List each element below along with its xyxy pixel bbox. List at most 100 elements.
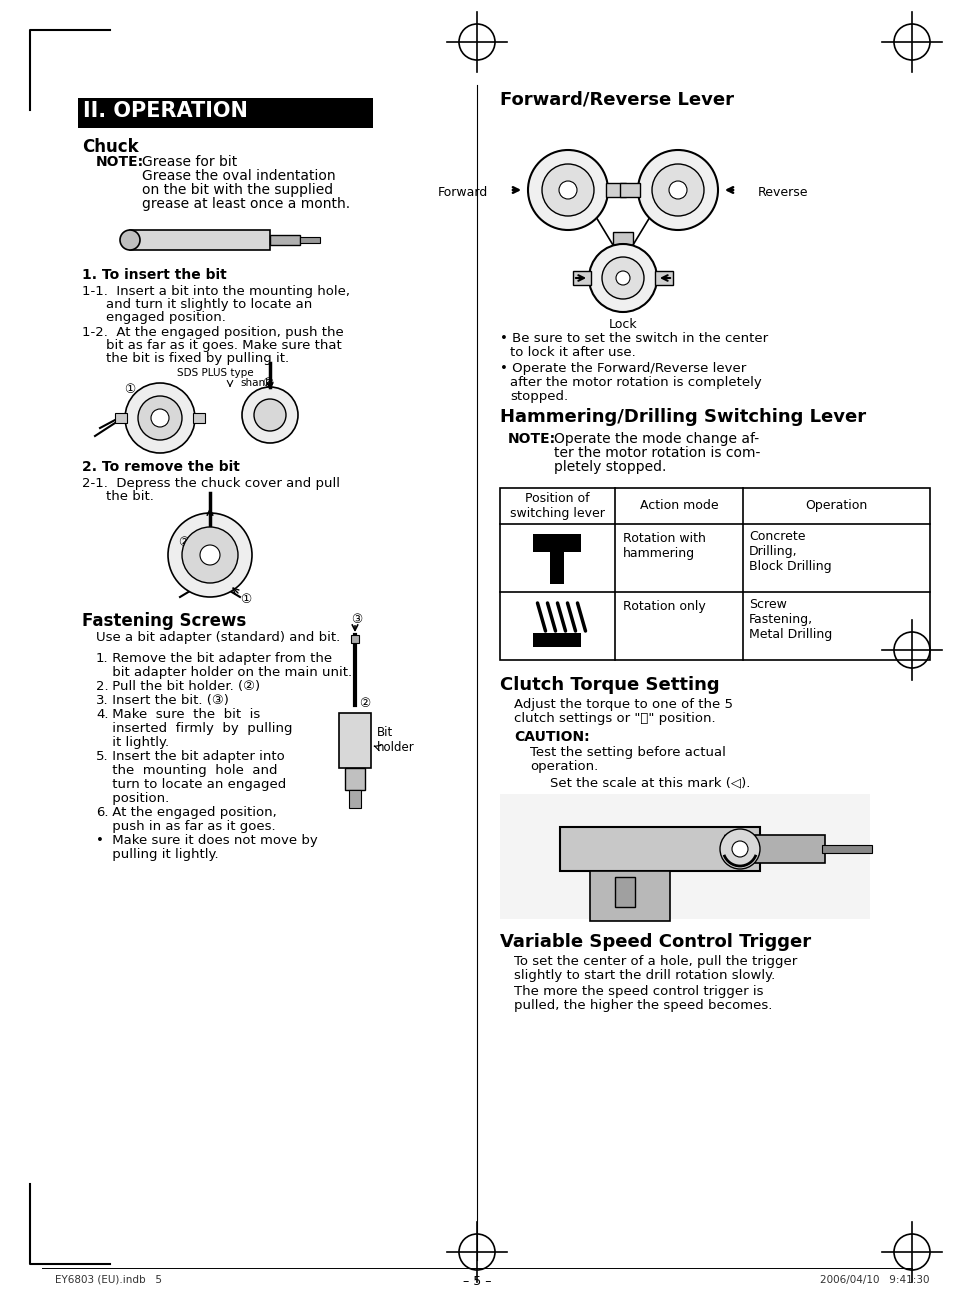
Bar [351,635,358,643]
Text: To set the center of a hole, pull the trigger: To set the center of a hole, pull the tr… [514,955,797,968]
Circle shape [558,181,577,199]
Text: II. OPERATION: II. OPERATION [83,101,248,122]
Text: ②: ② [178,537,189,550]
Text: grease at least once a month.: grease at least once a month. [142,197,350,211]
Text: 2006/04/10   9:41:30: 2006/04/10 9:41:30 [820,1275,928,1285]
Bar [573,270,590,285]
Text: 5.: 5. [96,751,109,763]
Text: pulling it lightly.: pulling it lightly. [108,848,218,861]
Circle shape [588,245,657,312]
Text: 4.: 4. [96,708,109,721]
Text: Bit
holder: Bit holder [376,726,415,754]
Text: it lightly.: it lightly. [108,736,169,749]
Text: 1-2.  At the engaged position, push the: 1-2. At the engaged position, push the [82,326,343,339]
Text: Action mode: Action mode [639,499,718,512]
Bar [299,237,319,243]
Text: NOTE:: NOTE: [507,432,556,446]
Bar [754,835,824,863]
Circle shape [138,396,182,440]
Bar [130,230,270,250]
Text: operation.: operation. [530,760,598,773]
Text: 1-1.  Insert a bit into the mounting hole,: 1-1. Insert a bit into the mounting hole… [82,285,350,298]
Text: Make sure it does not move by: Make sure it does not move by [108,835,317,848]
Circle shape [253,399,286,431]
Text: ③: ③ [351,613,362,626]
Bar [613,232,633,246]
Text: Grease the oval indentation: Grease the oval indentation [142,170,335,182]
Circle shape [200,545,220,565]
Text: •: • [96,835,104,848]
Text: CAUTION:: CAUTION: [514,730,589,744]
Circle shape [616,270,629,285]
Bar [533,534,581,553]
Bar [78,98,373,128]
Text: 2-1.  Depress the chuck cover and pull: 2-1. Depress the chuck cover and pull [82,477,339,490]
Circle shape [182,527,237,584]
Text: inserted  firmly  by  pulling: inserted firmly by pulling [108,722,293,735]
Text: Concrete
Drilling,
Block Drilling: Concrete Drilling, Block Drilling [748,531,831,573]
Circle shape [601,258,643,299]
Bar [605,185,619,195]
Text: • Be sure to set the switch in the center: • Be sure to set the switch in the cente… [499,333,767,345]
Circle shape [168,512,252,597]
Text: 1. To insert the bit: 1. To insert the bit [82,268,227,282]
Bar [605,182,625,197]
Circle shape [541,164,594,216]
Text: Test the setting before actual: Test the setting before actual [530,747,725,760]
Circle shape [651,164,703,216]
Text: – 5 –: – 5 – [462,1275,491,1288]
Text: ②: ② [358,697,370,710]
Text: Operation: Operation [804,499,866,512]
Text: Grease for bit: Grease for bit [142,155,237,170]
Text: Set the scale at this mark (◁).: Set the scale at this mark (◁). [550,776,750,789]
Text: ②: ② [262,377,273,389]
Text: Pull the bit holder. (②): Pull the bit holder. (②) [108,681,260,694]
Text: At the engaged position,: At the engaged position, [108,806,276,819]
Text: Variable Speed Control Trigger: Variable Speed Control Trigger [499,933,810,951]
Text: clutch settings or "⑁" position.: clutch settings or "⑁" position. [514,712,715,725]
Text: Remove the bit adapter from the: Remove the bit adapter from the [108,652,332,665]
Text: Hammering/Drilling Switching Lever: Hammering/Drilling Switching Lever [499,408,865,426]
Circle shape [151,409,169,427]
Circle shape [668,181,686,199]
Bar [345,769,365,791]
Text: Forward/Reverse Lever: Forward/Reverse Lever [499,91,733,107]
Circle shape [120,230,140,250]
Text: after the motor rotation is completely: after the motor rotation is completely [510,377,760,389]
Text: shank: shank [240,378,271,388]
Text: Screw
Fastening,
Metal Drilling: Screw Fastening, Metal Drilling [748,598,831,641]
Bar [655,270,672,285]
Text: to lock it after use.: to lock it after use. [510,345,635,358]
Bar [615,877,635,907]
Text: Lock: Lock [608,318,637,331]
Circle shape [638,150,718,230]
Text: Make  sure  the  bit  is: Make sure the bit is [108,708,260,721]
Text: pulled, the higher the speed becomes.: pulled, the higher the speed becomes. [514,999,772,1012]
Text: NOTE:: NOTE: [96,155,144,170]
Bar [499,488,929,660]
Bar [338,713,371,769]
Text: Rotation only: Rotation only [622,600,705,613]
Text: ①: ① [124,383,135,396]
Text: bit as far as it goes. Make sure that: bit as far as it goes. Make sure that [106,339,341,352]
Text: Insert the bit adapter into: Insert the bit adapter into [108,751,284,763]
Text: push in as far as it goes.: push in as far as it goes. [108,820,275,833]
Text: Reverse: Reverse [758,185,807,198]
Text: 2.: 2. [96,681,109,694]
Text: position.: position. [108,792,169,805]
Text: Forward: Forward [437,185,488,198]
Text: Rotation with
hammering: Rotation with hammering [622,532,705,560]
Text: EY6803 (EU).indb   5: EY6803 (EU).indb 5 [55,1275,162,1285]
Text: Operate the mode change af-: Operate the mode change af- [554,432,759,446]
Text: turn to locate an engaged: turn to locate an engaged [108,778,286,791]
Text: stopped.: stopped. [510,389,568,402]
Text: The more the speed control trigger is: The more the speed control trigger is [514,985,762,998]
Circle shape [731,841,747,857]
Bar [499,795,869,919]
Bar [550,553,564,584]
Bar [193,413,205,423]
Text: Clutch Torque Setting: Clutch Torque Setting [499,675,719,694]
Bar [533,633,581,647]
Text: 6.: 6. [96,806,109,819]
Text: 1.: 1. [96,652,109,665]
